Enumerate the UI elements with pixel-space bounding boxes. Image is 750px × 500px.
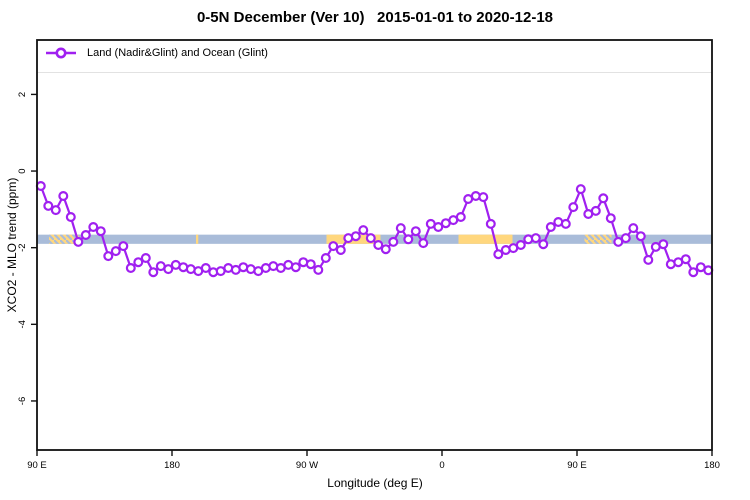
- data-point: [373, 240, 384, 251]
- data-point: [538, 239, 549, 250]
- data-point: [703, 265, 714, 276]
- legend-divider: [37, 72, 712, 73]
- data-point: [388, 236, 399, 247]
- data-point: [80, 230, 91, 241]
- band-yellow-segment: [584, 234, 612, 244]
- data-point: [73, 236, 84, 247]
- data-point: [58, 191, 69, 202]
- data-point: [35, 181, 46, 192]
- x-tick-label: 90 E: [567, 460, 587, 471]
- x-tick-label: 180: [704, 460, 720, 471]
- data-point: [118, 241, 129, 252]
- data-point: [658, 239, 669, 250]
- data-point: [403, 234, 414, 245]
- data-point: [545, 222, 556, 233]
- data-point: [620, 233, 631, 244]
- data-point: [628, 223, 639, 234]
- data-point: [478, 192, 489, 203]
- data-point: [433, 222, 444, 233]
- y-tick-label: -6: [17, 397, 28, 405]
- data-point: [560, 218, 571, 229]
- data-point: [485, 218, 496, 229]
- data-point: [643, 254, 654, 265]
- plot-box: [36, 39, 713, 451]
- data-point: [418, 238, 429, 249]
- legend-line-marker-icon: [46, 47, 76, 59]
- legend: Land (Nadir&Glint) and Ocean (Glint): [44, 46, 268, 60]
- band-yellow-segment: [196, 234, 199, 244]
- data-point: [50, 205, 61, 216]
- data-point: [613, 236, 624, 247]
- data-point: [515, 240, 526, 251]
- data-point: [605, 213, 616, 224]
- data-point: [590, 205, 601, 216]
- data-point: [133, 257, 144, 268]
- data-point: [148, 267, 159, 278]
- data-point: [328, 241, 339, 252]
- data-point: [598, 193, 609, 204]
- data-point: [493, 249, 504, 260]
- data-point: [358, 225, 369, 236]
- band-yellow-segment: [458, 234, 513, 244]
- data-point: [365, 233, 376, 244]
- x-axis-title: Longitude (deg E): [327, 476, 423, 490]
- data-point: [140, 253, 151, 264]
- data-point: [395, 223, 406, 234]
- data-point: [103, 251, 114, 262]
- data-point: [305, 259, 316, 270]
- data-point: [43, 200, 54, 211]
- data-point: [95, 226, 106, 237]
- data-point: [350, 231, 361, 242]
- data-point: [163, 264, 174, 275]
- x-tick-label: 0: [439, 460, 444, 471]
- data-point: [455, 212, 466, 223]
- y-tick-label: -2: [17, 243, 28, 251]
- y-tick-label: 0: [17, 168, 28, 173]
- data-point: [688, 267, 699, 278]
- data-point: [568, 202, 579, 213]
- data-point: [88, 222, 99, 233]
- data-point: [530, 233, 541, 244]
- band-yellow-segment: [49, 234, 81, 244]
- x-tick-label: 90 W: [296, 460, 318, 471]
- data-point: [680, 254, 691, 265]
- x-tick-label: 90 E: [27, 460, 47, 471]
- data-point: [110, 246, 121, 257]
- data-point: [635, 231, 646, 242]
- data-point: [380, 244, 391, 255]
- data-point: [290, 262, 301, 273]
- data-point: [125, 263, 136, 274]
- data-point: [575, 184, 586, 195]
- y-tick-label: 2: [17, 92, 28, 97]
- x-tick-label: 180: [164, 460, 180, 471]
- y-axis-title: XCO2 - MLO trend (ppm): [5, 177, 19, 313]
- data-point: [335, 245, 346, 256]
- y-tick-label: -4: [17, 320, 28, 328]
- data-point: [65, 212, 76, 223]
- data-point: [313, 264, 324, 275]
- data-point: [410, 226, 421, 237]
- data-point: [200, 263, 211, 274]
- chart-title: 0-5N December (Ver 10) 2015-01-01 to 202…: [196, 9, 554, 26]
- legend-label: Land (Nadir&Glint) and Ocean (Glint): [87, 47, 268, 59]
- data-point: [320, 253, 331, 264]
